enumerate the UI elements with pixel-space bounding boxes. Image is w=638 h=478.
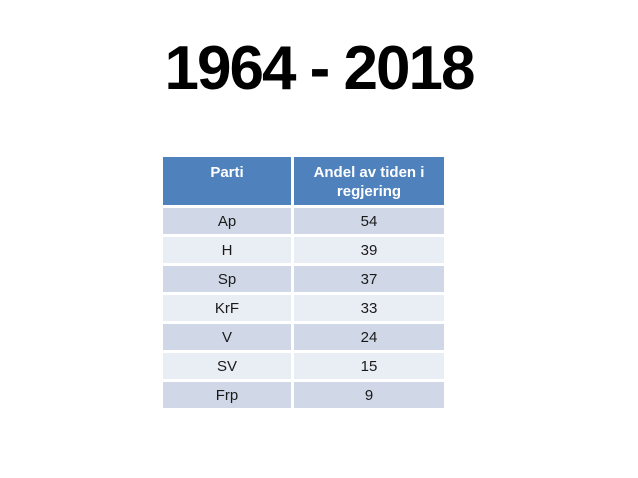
cell-parti: SV: [163, 353, 294, 382]
cell-andel: 54: [294, 208, 444, 237]
table-row-sp: Sp 37: [163, 266, 444, 295]
column-header-andel: Andel av tiden i regjering: [294, 157, 444, 208]
cell-parti: V: [163, 324, 294, 353]
table-row-v: V 24: [163, 324, 444, 353]
table-row-h: H 39: [163, 237, 444, 266]
table-row-krf: KrF 33: [163, 295, 444, 324]
cell-andel: 9: [294, 382, 444, 411]
column-header-parti: Parti: [163, 157, 294, 208]
table-row-ap: Ap 54: [163, 208, 444, 237]
cell-andel: 33: [294, 295, 444, 324]
cell-parti: Frp: [163, 382, 294, 411]
table-header-row: Parti Andel av tiden i regjering: [163, 157, 444, 208]
cell-parti: Ap: [163, 208, 294, 237]
cell-andel: 24: [294, 324, 444, 353]
cell-andel: 39: [294, 237, 444, 266]
party-government-table: Parti Andel av tiden i regjering Ap 54 H…: [163, 157, 444, 411]
cell-parti: KrF: [163, 295, 294, 324]
table-row-sv: SV 15: [163, 353, 444, 382]
cell-parti: Sp: [163, 266, 294, 295]
cell-andel: 15: [294, 353, 444, 382]
cell-andel: 37: [294, 266, 444, 295]
slide-title: 1964 - 2018: [164, 34, 476, 103]
cell-parti: H: [163, 237, 294, 266]
table-row-frp: Frp 9: [163, 382, 444, 411]
